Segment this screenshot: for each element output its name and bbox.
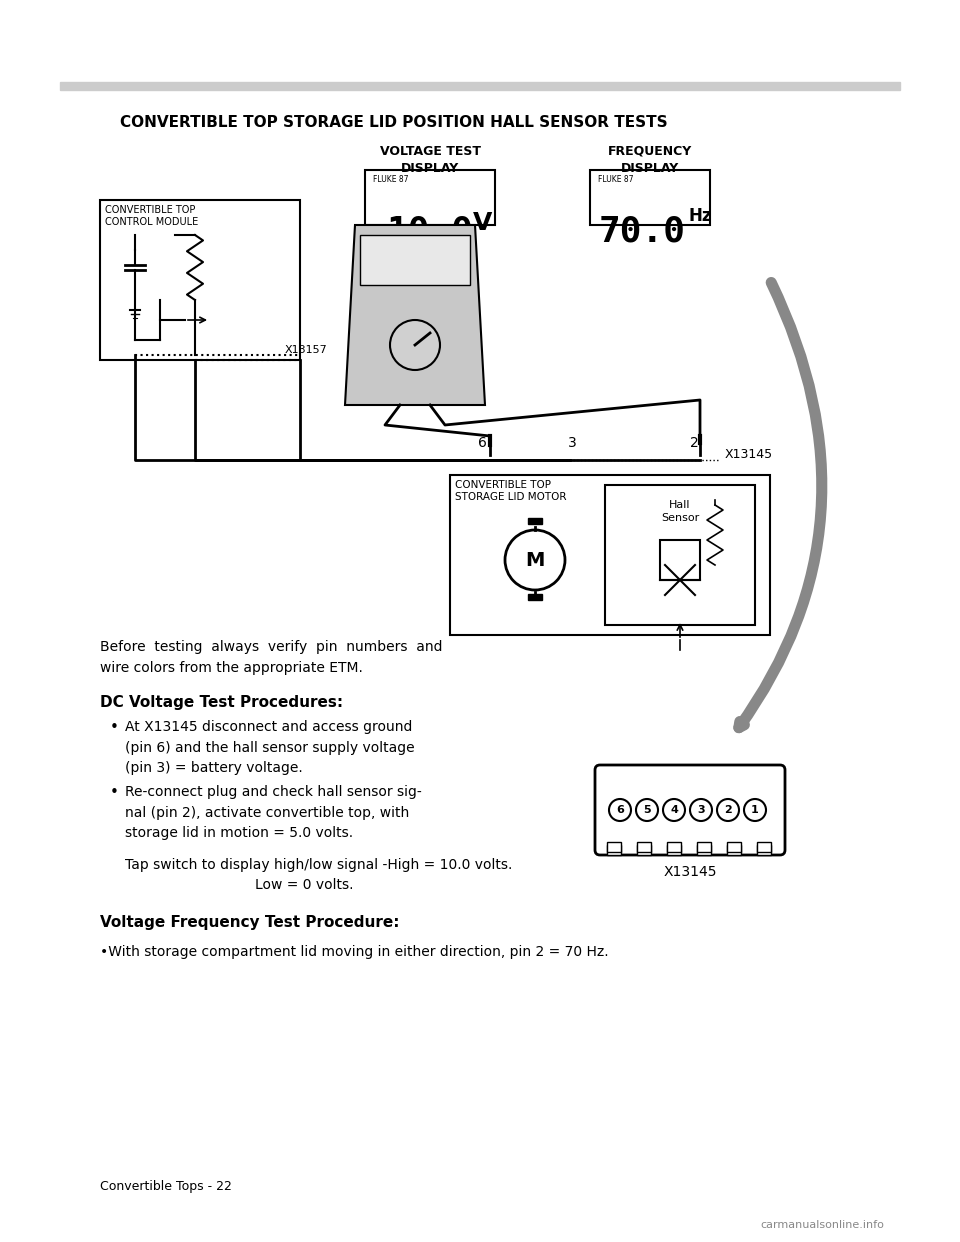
Bar	[697, 842, 711, 852]
Circle shape	[390, 320, 440, 370]
Text: V: V	[473, 211, 492, 235]
Bar	[667, 842, 681, 852]
Circle shape	[609, 799, 631, 821]
Bar	[660, 540, 700, 580]
Text: •: •	[110, 785, 119, 800]
Text: CONVERTIBLE TOP
CONTROL MODULE: CONVERTIBLE TOP CONTROL MODULE	[105, 205, 199, 226]
Text: Re-connect plug and check hall sensor sig-
nal (pin 2), activate convertible top: Re-connect plug and check hall sensor si…	[125, 785, 421, 840]
Text: X13157: X13157	[285, 345, 327, 355]
Text: At X13145 disconnect and access ground
(pin 6) and the hall sensor supply voltag: At X13145 disconnect and access ground (…	[125, 720, 415, 775]
Circle shape	[663, 799, 685, 821]
Text: Tap switch to display high/low signal -High = 10.0 volts.: Tap switch to display high/low signal -H…	[125, 858, 513, 872]
FancyBboxPatch shape	[590, 170, 710, 225]
Text: •With storage compartment lid moving in either direction, pin 2 = 70 Hz.: •With storage compartment lid moving in …	[100, 945, 609, 959]
Text: FREQUENCY
DISPLAY: FREQUENCY DISPLAY	[608, 145, 692, 175]
Text: 5: 5	[643, 805, 651, 815]
FancyBboxPatch shape	[595, 765, 785, 854]
Text: Before  testing  always  verify  pin  numbers  and
wire colors from the appropri: Before testing always verify pin numbers…	[100, 640, 443, 674]
Bar	[528, 594, 542, 600]
Text: 6: 6	[616, 805, 624, 815]
Polygon shape	[345, 225, 485, 405]
FancyBboxPatch shape	[365, 170, 495, 225]
Text: 4: 4	[670, 805, 678, 815]
Bar	[605, 484, 755, 625]
Text: 3: 3	[697, 805, 705, 815]
Circle shape	[505, 530, 565, 590]
Text: Hz: Hz	[688, 207, 711, 225]
Bar	[637, 842, 651, 852]
Text: Low = 0 volts.: Low = 0 volts.	[255, 878, 353, 892]
Text: 6: 6	[477, 436, 487, 450]
Text: •: •	[110, 720, 119, 735]
Text: 2: 2	[689, 436, 698, 450]
Text: M: M	[525, 550, 544, 570]
Bar	[450, 474, 770, 635]
Text: Voltage Frequency Test Procedure:: Voltage Frequency Test Procedure:	[100, 915, 399, 930]
Text: 1: 1	[751, 805, 758, 815]
Circle shape	[690, 799, 712, 821]
Circle shape	[636, 799, 658, 821]
Text: 3: 3	[567, 436, 576, 450]
Text: FLUKE 87: FLUKE 87	[373, 175, 409, 184]
Circle shape	[717, 799, 739, 821]
Text: CONVERTIBLE TOP
STORAGE LID MOTOR: CONVERTIBLE TOP STORAGE LID MOTOR	[455, 479, 566, 502]
Bar	[607, 845, 621, 854]
Bar	[360, 235, 470, 284]
Text: CONVERTIBLE TOP STORAGE LID POSITION HALL SENSOR TESTS: CONVERTIBLE TOP STORAGE LID POSITION HAL…	[120, 116, 667, 130]
Text: Hall
Sensor: Hall Sensor	[660, 501, 699, 523]
Bar	[100, 200, 300, 360]
Text: 2: 2	[724, 805, 732, 815]
Text: VOLTAGE TEST
DISPLAY: VOLTAGE TEST DISPLAY	[379, 145, 481, 175]
Bar	[757, 842, 771, 852]
Bar	[60, 82, 900, 89]
Text: 10.0: 10.0	[387, 215, 473, 248]
Bar	[637, 845, 651, 854]
Bar	[697, 845, 711, 854]
Text: Convertible Tops - 22: Convertible Tops - 22	[100, 1180, 232, 1194]
Text: X13145: X13145	[663, 864, 717, 879]
Text: X13145: X13145	[725, 448, 773, 462]
Bar	[757, 845, 771, 854]
Circle shape	[744, 799, 766, 821]
Text: DC Voltage Test Procedures:: DC Voltage Test Procedures:	[100, 696, 343, 710]
Bar	[607, 842, 621, 852]
Bar	[667, 845, 681, 854]
Bar	[727, 842, 741, 852]
Bar	[727, 845, 741, 854]
Text: FLUKE 87: FLUKE 87	[598, 175, 634, 184]
Text: carmanualsonline.info: carmanualsonline.info	[760, 1220, 884, 1230]
Bar	[528, 518, 542, 524]
Text: 70.0: 70.0	[598, 215, 685, 248]
